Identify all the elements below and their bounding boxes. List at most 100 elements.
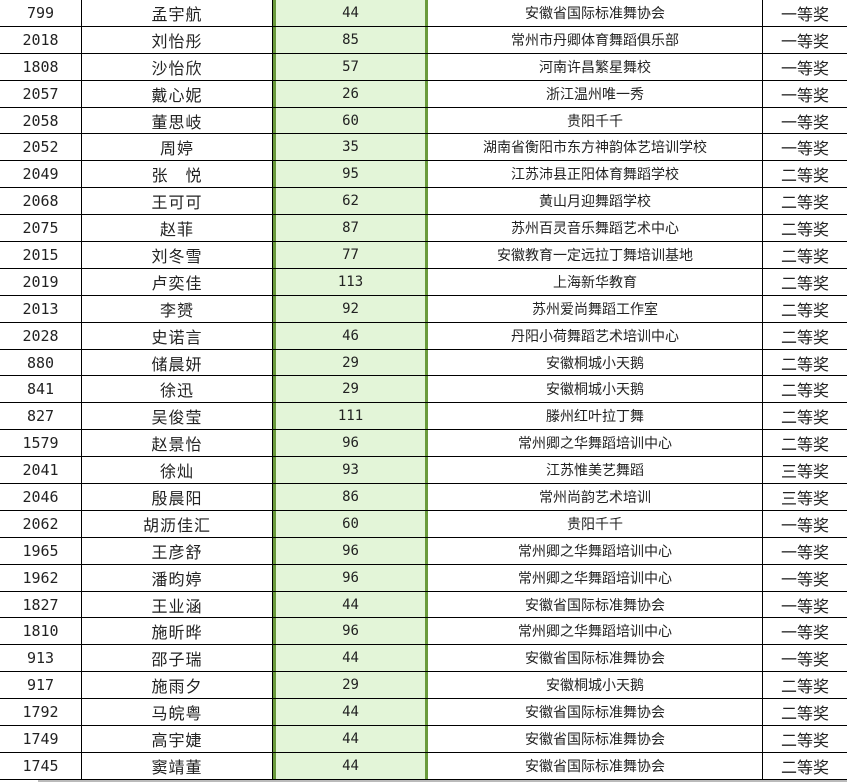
cell-score[interactable]: 96	[273, 537, 428, 564]
cell-score[interactable]: 111	[273, 403, 428, 430]
cell-organization[interactable]: 安徽省国际标准舞协会	[428, 591, 763, 618]
cell-id[interactable]: 913	[0, 645, 82, 672]
cell-score[interactable]: 60	[273, 107, 428, 134]
cell-name[interactable]: 卢奕佳	[82, 268, 273, 295]
cell-organization[interactable]: 湖南省衡阳市东方神韵体艺培训学校	[428, 134, 763, 161]
cell-award[interactable]: 二等奖	[780, 354, 829, 374]
cell-organization[interactable]: 常州卿之华舞蹈培训中心	[428, 537, 763, 564]
cell-award[interactable]: 一等奖	[780, 650, 829, 670]
cell-score[interactable]: 29	[273, 349, 428, 376]
cell-organization[interactable]: 常州市丹卿体育舞蹈俱乐部	[428, 26, 763, 53]
cell-organization[interactable]: 常州卿之华舞蹈培训中心	[428, 618, 763, 645]
cell-award[interactable]: 二等奖	[780, 408, 829, 428]
cell-award[interactable]: 二等奖	[780, 300, 829, 320]
cell-name[interactable]: 徐迅	[82, 376, 273, 403]
cell-award[interactable]: 二等奖	[780, 381, 829, 401]
cell-score[interactable]: 29	[273, 672, 428, 699]
cell-award[interactable]: 二等奖	[780, 757, 829, 777]
cell-id[interactable]: 1808	[0, 53, 82, 80]
cell-id[interactable]: 2075	[0, 215, 82, 242]
cell-award[interactable]: 一等奖	[780, 139, 829, 159]
cell-award[interactable]: 二等奖	[780, 435, 829, 455]
cell-organization[interactable]: 安徽教育一定远拉丁舞培训基地	[428, 242, 763, 268]
cell-award[interactable]: 三等奖	[780, 462, 829, 482]
cell-organization[interactable]: 浙江温州唯一秀	[428, 80, 763, 107]
cell-award[interactable]: 二等奖	[780, 327, 829, 347]
cell-award[interactable]: 一等奖	[780, 85, 829, 105]
cell-id[interactable]: 2058	[0, 107, 82, 134]
horizontal-scrollbar[interactable]	[38, 780, 847, 782]
cell-id[interactable]: 2046	[0, 484, 82, 510]
cell-score[interactable]: 96	[273, 564, 428, 591]
cell-award[interactable]: 二等奖	[780, 166, 829, 186]
cell-organization[interactable]: 丹阳小荷舞蹈艺术培训中心	[428, 322, 763, 349]
cell-score[interactable]: 44	[273, 591, 428, 618]
cell-name[interactable]: 沙怡欣	[82, 53, 273, 80]
cell-score[interactable]: 44	[273, 699, 428, 726]
cell-organization[interactable]: 苏州百灵音乐舞蹈艺术中心	[428, 215, 763, 242]
cell-name[interactable]: 徐灿	[82, 457, 273, 484]
cell-id[interactable]: 827	[0, 403, 82, 430]
cell-score[interactable]: 26	[273, 80, 428, 107]
cell-organization[interactable]: 苏州爱尚舞蹈工作室	[428, 295, 763, 322]
cell-name[interactable]: 邵子瑞	[82, 645, 273, 672]
cell-score[interactable]: 92	[273, 295, 428, 322]
cell-name[interactable]: 储晨妍	[82, 349, 273, 376]
cell-award[interactable]: 二等奖	[780, 193, 829, 213]
cell-score[interactable]: 57	[273, 53, 428, 80]
cell-id[interactable]: 2013	[0, 295, 82, 322]
cell-score[interactable]: 35	[273, 134, 428, 161]
cell-score[interactable]: 96	[273, 618, 428, 645]
cell-name[interactable]: 潘昀婷	[82, 564, 273, 591]
cell-id[interactable]: 2028	[0, 322, 82, 349]
cell-score[interactable]: 62	[273, 188, 428, 215]
cell-name[interactable]: 赵菲	[82, 215, 273, 242]
cell-name[interactable]: 史诺言	[82, 322, 273, 349]
cell-id[interactable]: 917	[0, 672, 82, 699]
cell-name[interactable]: 张 悦	[82, 161, 273, 188]
cell-award[interactable]: 二等奖	[780, 273, 829, 293]
cell-score[interactable]: 96	[273, 430, 428, 457]
cell-id[interactable]: 2062	[0, 510, 82, 537]
cell-score[interactable]: 44	[273, 645, 428, 672]
cell-award[interactable]: 二等奖	[780, 704, 829, 724]
cell-name[interactable]: 刘怡彤	[82, 26, 273, 53]
cell-award[interactable]: 一等奖	[780, 623, 829, 643]
cell-id[interactable]: 1579	[0, 430, 82, 457]
cell-score[interactable]: 85	[273, 26, 428, 53]
cell-score[interactable]: 46	[273, 322, 428, 349]
cell-organization[interactable]: 常州卿之华舞蹈培训中心	[428, 430, 763, 457]
cell-name[interactable]: 殷晨阳	[82, 484, 273, 510]
cell-award[interactable]: 一等奖	[780, 31, 829, 51]
cell-score[interactable]: 87	[273, 215, 428, 242]
cell-id[interactable]: 1827	[0, 591, 82, 618]
cell-name[interactable]: 王可可	[82, 188, 273, 215]
cell-id[interactable]: 1792	[0, 699, 82, 726]
cell-award[interactable]: 一等奖	[780, 4, 829, 24]
cell-id[interactable]: 1965	[0, 537, 82, 564]
cell-organization[interactable]: 安徽桐城小天鹅	[428, 672, 763, 699]
cell-name[interactable]: 胡沥佳汇	[82, 510, 273, 537]
cell-name[interactable]: 高宇婕	[82, 726, 273, 752]
cell-id[interactable]: 2041	[0, 457, 82, 484]
cell-name[interactable]: 窦靖董	[82, 752, 273, 779]
cell-id[interactable]: 2049	[0, 161, 82, 188]
cell-organization[interactable]: 滕州红叶拉丁舞	[428, 403, 763, 430]
cell-organization[interactable]: 江苏沛县正阳体育舞蹈学校	[428, 161, 763, 188]
cell-name[interactable]: 吴俊莹	[82, 403, 273, 430]
cell-id[interactable]: 2019	[0, 268, 82, 295]
cell-name[interactable]: 王彦舒	[82, 537, 273, 564]
cell-score[interactable]: 44	[273, 726, 428, 752]
cell-organization[interactable]: 安徽省国际标准舞协会	[428, 645, 763, 672]
cell-organization[interactable]: 安徽省国际标准舞协会	[428, 699, 763, 726]
cell-score[interactable]: 86	[273, 484, 428, 510]
cell-name[interactable]: 刘冬雪	[82, 242, 273, 268]
cell-award[interactable]: 二等奖	[780, 677, 829, 697]
cell-organization[interactable]: 安徽桐城小天鹅	[428, 376, 763, 403]
cell-organization[interactable]: 常州卿之华舞蹈培训中心	[428, 564, 763, 591]
cell-organization[interactable]: 贵阳千千	[428, 510, 763, 537]
cell-organization[interactable]: 安徽桐城小天鹅	[428, 349, 763, 376]
cell-name[interactable]: 施雨夕	[82, 672, 273, 699]
cell-score[interactable]: 77	[273, 242, 428, 268]
cell-id[interactable]: 2068	[0, 188, 82, 215]
